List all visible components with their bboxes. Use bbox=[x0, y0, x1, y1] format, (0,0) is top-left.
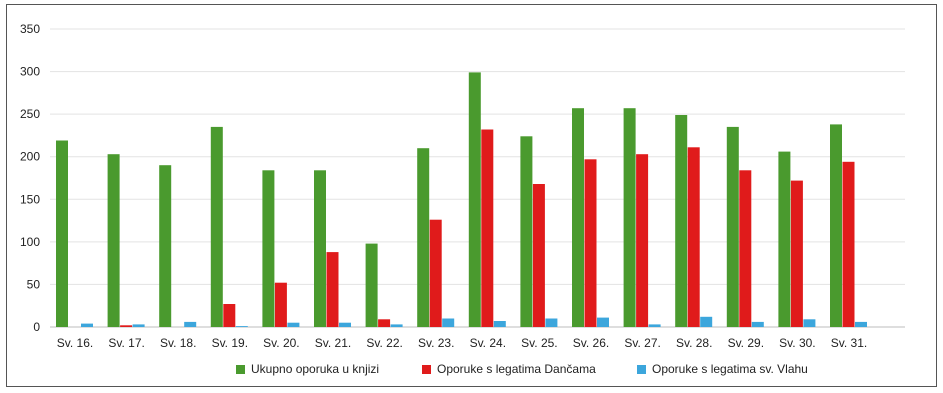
y-tick-label: 250 bbox=[20, 107, 40, 121]
bar-ukupno bbox=[365, 243, 378, 327]
y-tick-label: 0 bbox=[33, 320, 40, 334]
x-tick-label: Sv. 30. bbox=[779, 336, 815, 350]
bar-ukupno bbox=[210, 126, 223, 328]
bar-dancama bbox=[790, 180, 803, 327]
bars bbox=[56, 72, 867, 328]
y-tick-label: 100 bbox=[20, 235, 40, 249]
legend-item-dancama: Oporuke s legatima Dančama bbox=[422, 362, 596, 376]
bar-ukupno bbox=[520, 136, 533, 327]
x-tick-label: Sv. 16. bbox=[57, 336, 93, 350]
legend-item-vlahu: Oporuke s legatima sv. Vlahu bbox=[637, 362, 808, 376]
bar-ukupno bbox=[572, 108, 584, 327]
bar-vlahu bbox=[235, 326, 248, 327]
bar-dancama bbox=[223, 304, 236, 327]
bar-dancama bbox=[378, 319, 391, 327]
legend-label: Oporuke s legatima sv. Vlahu bbox=[652, 362, 808, 376]
bar-ukupno bbox=[726, 126, 739, 328]
bar-vlahu bbox=[597, 317, 609, 327]
x-tick-label: Sv. 29. bbox=[728, 336, 764, 350]
x-tick-label: Sv. 17. bbox=[108, 336, 144, 350]
x-tick-label: Sv. 20. bbox=[263, 336, 299, 350]
bar-ukupno bbox=[778, 151, 791, 327]
bar-dancama bbox=[120, 325, 133, 327]
bar-ukupno bbox=[830, 124, 842, 328]
bar-vlahu bbox=[751, 321, 764, 327]
bar-vlahu bbox=[339, 322, 351, 327]
bar-dancama bbox=[842, 161, 855, 327]
bar-ukupno bbox=[314, 170, 326, 327]
bar-vlahu bbox=[545, 318, 558, 327]
bar-vlahu bbox=[493, 321, 506, 327]
bar-dancama bbox=[429, 219, 442, 327]
bar-dancama bbox=[636, 154, 649, 327]
x-tick-label: Sv. 18. bbox=[160, 336, 196, 350]
bar-vlahu bbox=[132, 324, 145, 327]
y-tick-label: 350 bbox=[20, 22, 40, 36]
x-tick-label: Sv. 19. bbox=[212, 336, 248, 350]
x-tick-label: Sv. 24. bbox=[470, 336, 506, 350]
bar-vlahu bbox=[390, 324, 403, 327]
bar-vlahu bbox=[81, 323, 93, 327]
bar-dancama bbox=[274, 282, 287, 327]
x-tick-label: Sv. 28. bbox=[676, 336, 712, 350]
bar-dancama bbox=[532, 184, 545, 327]
bar-ukupno bbox=[468, 72, 481, 328]
bar-dancama bbox=[739, 170, 752, 327]
legend-swatch-red bbox=[422, 364, 431, 374]
bar-dancama bbox=[326, 252, 339, 327]
x-axis-ticks: Sv. 16. Sv. 17. Sv. 18. Sv. 19. Sv. 20. Sv. 2… bbox=[57, 336, 867, 350]
legend-label: Oporuke s legatima Dančama bbox=[437, 362, 596, 376]
legend-swatch-green bbox=[236, 364, 245, 374]
legend-item-ukupno: Ukupno oporuka u knjizi bbox=[236, 362, 379, 376]
bar-vlahu bbox=[803, 319, 816, 327]
bar-dancama bbox=[687, 147, 700, 327]
x-tick-label: Sv. 22. bbox=[366, 336, 402, 350]
bar-vlahu bbox=[287, 322, 300, 327]
y-tick-label: 300 bbox=[20, 65, 40, 79]
y-tick-label: 150 bbox=[20, 192, 40, 206]
x-tick-label: Sv. 27. bbox=[624, 336, 660, 350]
x-tick-label: Sv. 25. bbox=[521, 336, 557, 350]
bar-ukupno bbox=[107, 154, 120, 327]
bar-ukupno bbox=[675, 115, 688, 327]
bar-vlahu bbox=[442, 318, 455, 327]
bar-ukupno bbox=[623, 108, 636, 327]
legend: Ukupno oporuka u knjizi Oporuke s legati… bbox=[0, 362, 943, 382]
bar-dancama bbox=[584, 159, 597, 327]
bar-vlahu bbox=[184, 321, 197, 327]
legend-label: Ukupno oporuka u knjizi bbox=[251, 362, 380, 376]
x-tick-label: Sv. 26. bbox=[573, 336, 609, 350]
y-tick-label: 200 bbox=[20, 150, 40, 164]
x-tick-label: Sv. 21. bbox=[315, 336, 351, 350]
legend-swatch-blue bbox=[637, 364, 646, 374]
bar-vlahu bbox=[855, 321, 867, 327]
bar-ukupno bbox=[159, 165, 172, 327]
bar-vlahu bbox=[700, 316, 713, 327]
x-tick-label: Sv. 23. bbox=[418, 336, 454, 350]
y-tick-label: 50 bbox=[27, 277, 41, 291]
x-tick-label: Sv. 31. bbox=[831, 336, 867, 350]
y-axis-ticks: 0 50 100 150 200 250 300 350 bbox=[20, 22, 40, 334]
bar-dancama bbox=[481, 129, 494, 327]
bar-vlahu bbox=[648, 324, 661, 327]
bar-ukupno bbox=[417, 148, 430, 327]
bar-ukupno bbox=[262, 170, 275, 327]
bar-ukupno bbox=[56, 140, 68, 327]
